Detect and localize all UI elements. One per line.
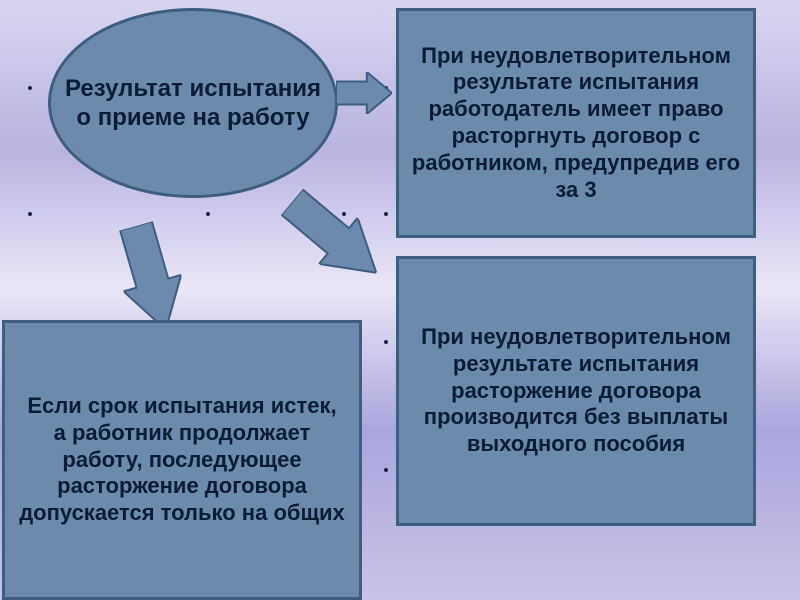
box-term-expired-general-rules: Если срок испытания истек, а работник пр… xyxy=(2,320,362,600)
dot-icon xyxy=(206,212,210,216)
slide: Результат испытания о приеме на работу П… xyxy=(0,0,800,600)
ellipse-result-title-text: Результат испытания о приеме на работу xyxy=(65,74,321,133)
dot-icon xyxy=(28,86,32,90)
dot-icon xyxy=(384,212,388,216)
box-term-expired-general-rules-text: Если срок испытания истек, а работник пр… xyxy=(17,393,347,527)
box-no-severance: При неудовлетворительном результате испы… xyxy=(396,256,756,526)
box-no-severance-text: При неудовлетворительном результате испы… xyxy=(411,324,741,458)
dot-icon xyxy=(384,468,388,472)
box-employer-right-to-terminate-text: При неудовлетворительном результате испы… xyxy=(411,43,741,204)
ellipse-result-title: Результат испытания о приеме на работу xyxy=(48,8,338,198)
dot-icon xyxy=(384,340,388,344)
dot-icon xyxy=(28,212,32,216)
arrow-right-icon xyxy=(336,72,392,114)
box-employer-right-to-terminate: При неудовлетворительном результате испы… xyxy=(396,8,756,238)
